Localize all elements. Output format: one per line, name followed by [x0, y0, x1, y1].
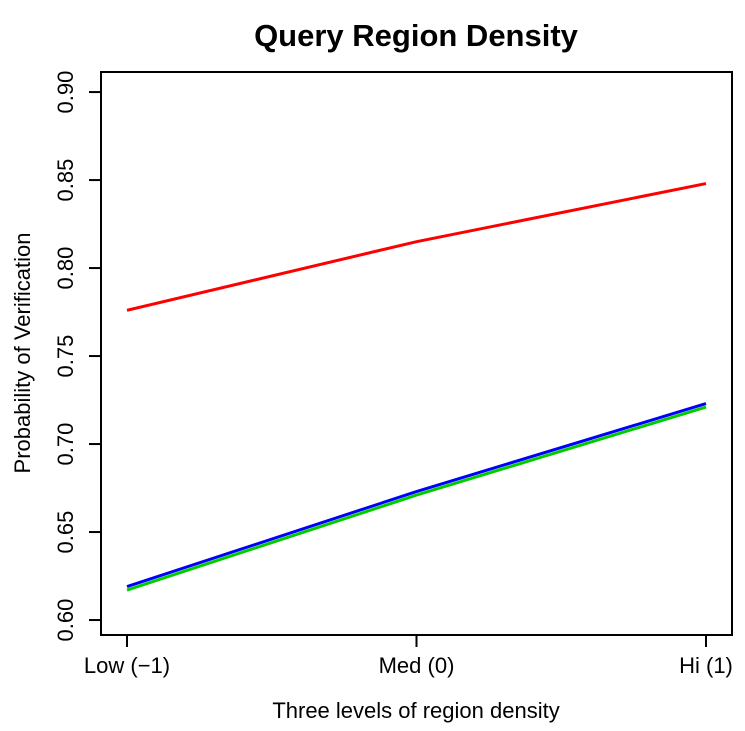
y-tick-label: 0.60 — [53, 599, 78, 642]
series-line — [126, 402, 707, 589]
y-tick-label: 0.75 — [53, 335, 78, 378]
y-axis-label: Probability of Verification — [10, 233, 35, 474]
y-tick-label: 0.65 — [53, 511, 78, 554]
plot-frame — [100, 71, 733, 636]
y-tick-label: 0.80 — [53, 247, 78, 290]
y-tick-label: 0.90 — [53, 71, 78, 114]
x-tick-label: Med (0) — [379, 653, 455, 678]
y-tick-label: 0.70 — [53, 423, 78, 466]
y-tick-label: 0.85 — [53, 159, 78, 202]
chart-title: Query Region Density — [254, 18, 579, 53]
series-line — [126, 405, 707, 592]
x-tick-label: Hi (1) — [679, 653, 733, 678]
series-line — [126, 182, 707, 312]
x-tick-label: Low (−1) — [84, 653, 170, 678]
x-axis-label: Three levels of region density — [272, 698, 559, 723]
